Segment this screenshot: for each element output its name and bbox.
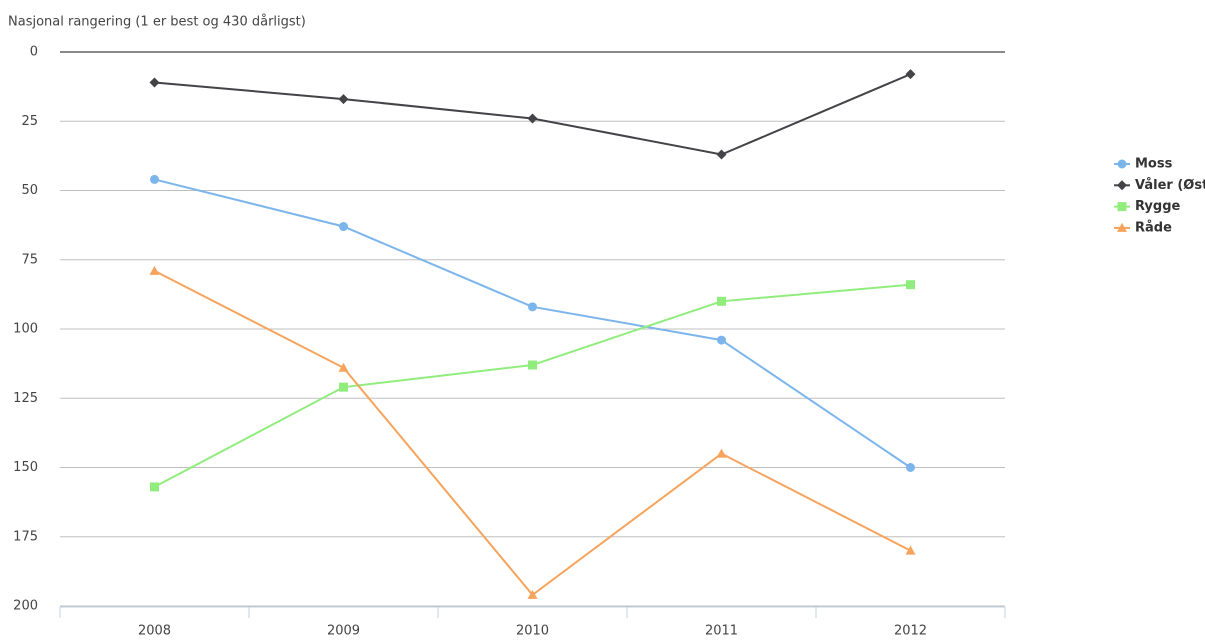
marker [150,174,159,184]
x-tick-label: 2009 [327,624,360,639]
y-tick-label: 50 [21,183,38,198]
marker [149,265,160,275]
marker [339,382,348,392]
series-line [154,178,912,469]
x-tick-label: 2012 [894,624,927,639]
marker [149,77,160,88]
marker [528,360,537,370]
marker [717,335,726,345]
marker [716,448,727,458]
marker [1117,202,1127,212]
y-tick-label: 100 [13,322,38,337]
x-tick-label: 2011 [705,624,738,639]
marker [528,302,537,312]
marker [905,69,916,80]
y-tick-label: 200 [13,599,38,614]
y-tick-label: 75 [21,252,38,267]
marker [338,362,349,372]
y-tick-label: 0 [30,45,38,60]
marker [338,94,349,105]
marker [716,149,727,160]
y-tick-label: 125 [13,391,38,406]
series-line [154,283,911,488]
marker [1117,180,1127,191]
legend: Moss Våler (Østfold) Rygge Råde [1114,157,1205,235]
marker [905,545,916,555]
legend-label: Moss [1135,157,1173,172]
y-tick-label: 175 [13,529,38,544]
y-tick-label: 150 [13,460,38,475]
series-line [154,269,911,597]
marker [717,296,726,306]
marker [339,222,348,232]
marker [1117,159,1127,169]
marker [527,113,538,124]
y-axis-title: Nasjonal rangering (1 er best og 430 dår… [8,15,306,30]
marker [527,589,538,599]
legend-label: Råde [1135,220,1172,235]
x-tick-label: 2010 [516,624,549,639]
marker [150,482,159,492]
y-tick-label: 25 [21,114,38,129]
marker [906,463,915,472]
marker [1117,222,1127,232]
legend-label: Rygge [1135,199,1181,214]
x-tick-label: 2008 [138,624,171,639]
legend-label: Våler (Østfold) [1135,178,1205,193]
marker [906,280,915,290]
